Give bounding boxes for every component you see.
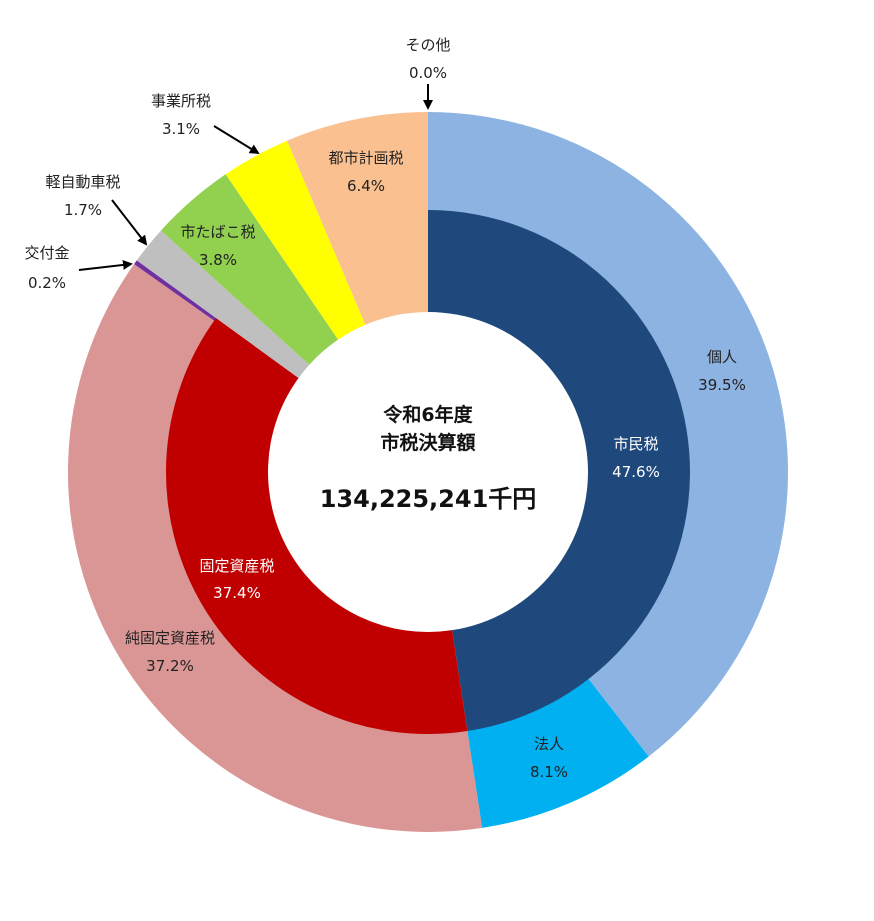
leader-lines — [78, 84, 433, 271]
leader-keijidosha — [111, 199, 148, 246]
outer-slice-4 — [136, 230, 235, 319]
outer-label-name-8: その他 — [405, 36, 450, 54]
outer-label-value-1: 8.1% — [530, 763, 568, 781]
outer-label-name-2: 純固定資産税 — [125, 629, 215, 647]
outer-slice-2 — [67, 264, 483, 832]
outer-label-name-6: 事業所税 — [151, 92, 211, 110]
inner-label-name-0: 市民税 — [613, 435, 658, 453]
outer-slice-0 — [428, 112, 789, 757]
center-title-line2: 市税決算額 — [380, 431, 475, 454]
outer-slice-7 — [287, 112, 428, 232]
inner-label-name-1: 固定資産税 — [199, 557, 274, 575]
leader-kofukin — [78, 259, 133, 271]
outer-slice-6 — [225, 140, 326, 257]
outer-label-name-5: 市たばこ税 — [180, 223, 255, 241]
inner-slice-0 — [428, 210, 690, 732]
outer-label-name-3: 交付金 — [24, 244, 69, 262]
inner-label-value-0: 47.6% — [612, 463, 660, 481]
outer-label-value-0: 39.5% — [698, 376, 746, 394]
outer-ring — [67, 112, 789, 832]
outer-label-value-4: 1.7% — [64, 201, 102, 219]
inner-slice-5 — [325, 210, 428, 325]
center-title-line1: 令和6年度 — [383, 403, 473, 426]
outer-label-name-1: 法人 — [534, 735, 564, 753]
inner-label-value-1: 37.4% — [213, 584, 261, 602]
outer-label-name-7: 都市計画税 — [328, 149, 403, 167]
leader-jigyosho — [213, 125, 260, 155]
outer-label-value-5: 3.8% — [199, 251, 237, 269]
outer-label-value-3: 0.2% — [28, 274, 66, 292]
inner-slice-2 — [216, 296, 310, 378]
outer-label-value-2: 37.2% — [146, 657, 194, 675]
inner-ring — [166, 210, 690, 734]
outer-label-name-0: 個人 — [707, 348, 737, 366]
inner-slice-3 — [233, 255, 339, 365]
outer-label-value-8: 0.0% — [409, 64, 447, 82]
outer-label-name-4: 軽自動車税 — [45, 173, 120, 191]
outer-label-value-7: 6.4% — [347, 177, 385, 195]
center-label: 令和6年度 市税決算額 134,225,241千円 — [320, 403, 537, 513]
center-total: 134,225,241千円 — [320, 485, 537, 513]
outer-slice-3 — [134, 260, 217, 322]
slice-labels: 市民税 47.6% 固定資産税 37.4% 個人 39.5% 法人 8.1% 純固定資産税 37.… — [24, 36, 745, 781]
outer-label-value-6: 3.1% — [162, 120, 200, 138]
outer-slice-1 — [467, 678, 649, 828]
inner-slice-1 — [166, 318, 468, 734]
outer-slice-5 — [160, 174, 282, 297]
inner-slice-4 — [280, 230, 366, 340]
